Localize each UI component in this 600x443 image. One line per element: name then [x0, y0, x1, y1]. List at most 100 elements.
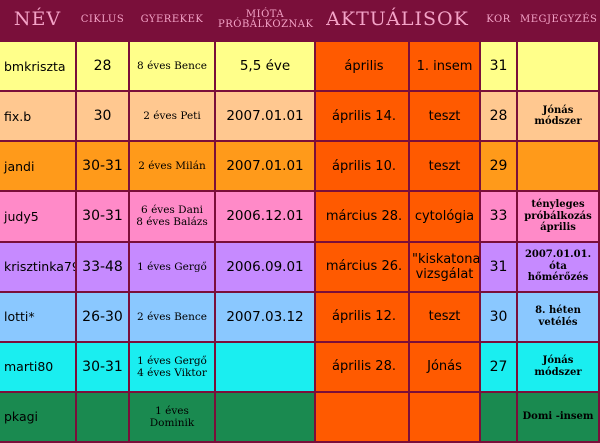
cell-ciklus: 26-30 [77, 292, 130, 343]
cell-ciklus: 30-31 [77, 342, 130, 393]
cell-aktualis-date [316, 392, 410, 443]
cell-aktualis-event [410, 392, 481, 443]
cell-gyerekek: 1 éves Gergő 4 éves Viktor [130, 342, 216, 393]
cell-kor [481, 392, 518, 443]
table-row: fix.b 30 2 éves Peti 2007.01.01 április … [0, 92, 600, 143]
table-row: bmkriszta 28 8 éves Bence 5,5 éve áprili… [0, 42, 600, 93]
cell-aktualis-date: április 28. [316, 342, 410, 393]
cell-gyerekek-line1: 6 éves Dani [141, 204, 203, 217]
cell-megjegyzes: Jónás módszer [518, 342, 600, 393]
cell-nev: bmkriszta [0, 42, 77, 93]
table-row: krisztinka79 33-48 1 éves Gergő 2006.09.… [0, 242, 600, 293]
cell-mioda: 5,5 éve [216, 42, 316, 93]
cell-gyerekek: 6 éves Dani 8 éves Balázs [130, 192, 216, 243]
cell-gyerekek: 2 éves Milán [130, 142, 216, 193]
cell-megjegyzes-line3: április [540, 222, 576, 234]
header-aktualisok: AKTUÁLISOK [316, 0, 481, 42]
cell-megjegyzes-line1: Jónás [542, 104, 574, 116]
cell-kor: 33 [481, 192, 518, 243]
cell-aktualis-event: Jónás [410, 342, 481, 393]
cell-mioda: 2007.01.01 [216, 92, 316, 143]
cell-gyerekek-line1: 8 éves Bence [137, 60, 207, 73]
header-mioda-line1: MIÓTA [245, 8, 285, 20]
cell-nev: marti80 [0, 342, 77, 393]
cell-gyerekek: 1 éves Dominik [130, 392, 216, 443]
cell-aktualis-event: 1. insem [410, 42, 481, 93]
cell-gyerekek-line1: 2 éves Milán [138, 160, 206, 173]
cell-nev: pkagi [0, 392, 77, 443]
cell-kor: 28 [481, 92, 518, 143]
cell-aktualis-event: teszt [410, 92, 481, 143]
cell-gyerekek-line1: 2 éves Peti [143, 110, 201, 123]
cell-gyerekek-line1: 1 éves Dominik [149, 404, 195, 429]
cell-mioda: 2007.03.12 [216, 292, 316, 343]
cell-megjegyzes: 8. héten vetélés [518, 292, 600, 343]
cell-ciklus: 30-31 [77, 142, 130, 193]
cell-ciklus: 30-31 [77, 192, 130, 243]
cell-megjegyzes-line3: hőmérőzés [527, 272, 589, 284]
cell-megjegyzes-line2: módszer [534, 366, 582, 378]
table-row: pkagi 1 éves Dominik Domi -insem [0, 392, 600, 443]
cell-aktualis-event: teszt [410, 292, 481, 343]
cell-nev: lotti* [0, 292, 77, 343]
header-row: NÉV CIKLUS GYEREKEK MIÓTA PRÓBÁLKOZNAK A… [0, 0, 600, 42]
cell-megjegyzes: Jónás módszer [518, 92, 600, 143]
header-mioda-line2: PRÓBÁLKOZNAK [218, 19, 314, 30]
cell-mioda [216, 392, 316, 443]
header-kor: KOR [481, 0, 518, 42]
cell-megjegyzes-line1: 8. héten [535, 305, 581, 317]
cell-gyerekek-line2: 4 éves Viktor [137, 366, 207, 379]
cell-gyerekek-line1: 2 éves Bence [137, 310, 207, 323]
cell-megjegyzes-line2: vetélés [538, 316, 578, 328]
cell-aktualis-event: "kiskatona" vizsgálat [410, 242, 481, 293]
cell-megjegyzes-line2: óta [549, 260, 567, 272]
table-row: marti80 30-31 1 éves Gergő 4 éves Viktor… [0, 342, 600, 393]
cell-megjegyzes: 2007.01.01. óta hőmérőzés [518, 242, 600, 293]
table-row: jandi 30-31 2 éves Milán 2007.01.01 ápri… [0, 142, 600, 193]
cell-mioda: 2006.09.01 [216, 242, 316, 293]
cell-mioda: 2006.12.01 [216, 192, 316, 243]
cell-nev: krisztinka79 [0, 242, 77, 293]
cell-kor: 30 [481, 292, 518, 343]
cell-aktualis-date: április 10. [316, 142, 410, 193]
cell-nev: judy5 [0, 192, 77, 243]
cell-ciklus: 33-48 [77, 242, 130, 293]
cell-gyerekek-line2: 8 éves Balázs [136, 216, 208, 229]
cell-megjegyzes-line1: Jónás [542, 355, 574, 367]
header-gyerekek: GYEREKEK [130, 0, 216, 42]
header-ciklus: CIKLUS [77, 0, 130, 42]
cell-megjegyzes [518, 142, 600, 193]
cell-kor: 31 [481, 242, 518, 293]
cell-megjegyzes-line1: 2007.01.01. [524, 249, 592, 261]
cell-megjegyzes-line1: Domi -insem [522, 411, 594, 423]
cell-kor: 31 [481, 42, 518, 93]
cell-gyerekek: 2 éves Bence [130, 292, 216, 343]
cell-gyerekek-line1: 1 éves Gergő [137, 260, 207, 273]
cell-aktualis-event: teszt [410, 142, 481, 193]
cell-gyerekek-line1: 1 éves Gergő [137, 354, 207, 367]
cell-ciklus: 28 [77, 42, 130, 93]
cell-megjegyzes: tényleges próbálkozás április [518, 192, 600, 243]
cell-gyerekek: 1 éves Gergő [130, 242, 216, 293]
cell-kor: 27 [481, 342, 518, 393]
cell-megjegyzes-line2: módszer [534, 116, 582, 128]
cell-gyerekek: 8 éves Bence [130, 42, 216, 93]
cell-aktualis-date: március 28. [316, 192, 410, 243]
header-megjegyzes: MEGJEGYZÉS [518, 0, 600, 42]
cell-aktualis-event: cytológia [410, 192, 481, 243]
cell-megjegyzes-line1: tényleges [531, 199, 585, 211]
cell-megjegyzes [518, 42, 600, 93]
cell-megjegyzes: Domi -insem [518, 392, 600, 443]
cell-aktualis-date: április [316, 42, 410, 93]
cell-aktualis-date: március 26. [316, 242, 410, 293]
cell-ciklus: 30 [77, 92, 130, 143]
cell-gyerekek: 2 éves Peti [130, 92, 216, 143]
table-row: judy5 30-31 6 éves Dani 8 éves Balázs 20… [0, 192, 600, 243]
cell-kor: 29 [481, 142, 518, 193]
cell-nev: jandi [0, 142, 77, 193]
cell-nev: fix.b [0, 92, 77, 143]
header-nev: NÉV [0, 0, 77, 42]
cell-mioda: 2007.01.01 [216, 142, 316, 193]
cell-aktualis-date: április 12. [316, 292, 410, 343]
